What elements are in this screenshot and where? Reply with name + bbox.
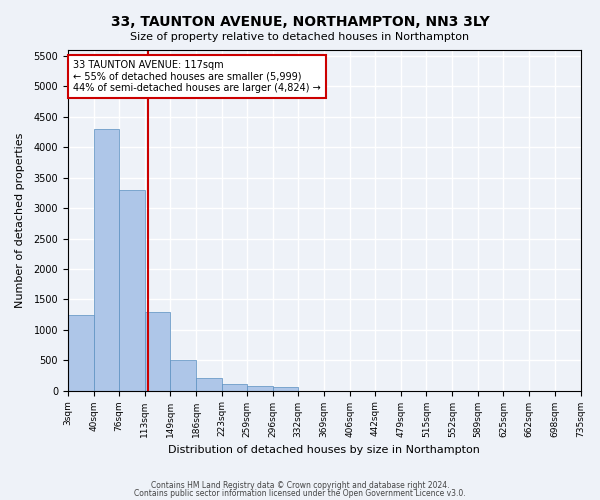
Bar <box>222 384 247 390</box>
Y-axis label: Number of detached properties: Number of detached properties <box>15 132 25 308</box>
Text: 33 TAUNTON AVENUE: 117sqm
← 55% of detached houses are smaller (5,999)
44% of se: 33 TAUNTON AVENUE: 117sqm ← 55% of detac… <box>73 60 320 94</box>
Text: Contains HM Land Registry data © Crown copyright and database right 2024.: Contains HM Land Registry data © Crown c… <box>151 481 449 490</box>
Bar <box>196 378 222 390</box>
Bar <box>247 386 273 390</box>
X-axis label: Distribution of detached houses by size in Northampton: Distribution of detached houses by size … <box>168 445 480 455</box>
Text: 33, TAUNTON AVENUE, NORTHAMPTON, NN3 3LY: 33, TAUNTON AVENUE, NORTHAMPTON, NN3 3LY <box>110 15 490 29</box>
Text: Contains public sector information licensed under the Open Government Licence v3: Contains public sector information licen… <box>134 488 466 498</box>
Bar <box>68 314 94 390</box>
Bar <box>145 312 170 390</box>
Bar <box>170 360 196 390</box>
Bar <box>273 387 298 390</box>
Bar <box>94 129 119 390</box>
Text: Size of property relative to detached houses in Northampton: Size of property relative to detached ho… <box>130 32 470 42</box>
Bar <box>119 190 145 390</box>
